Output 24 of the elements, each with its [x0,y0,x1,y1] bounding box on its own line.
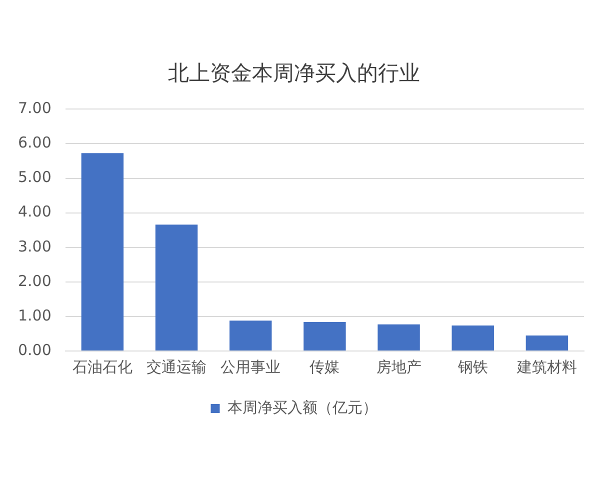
bar [81,153,124,350]
legend-label: 本周净买入额（亿元） [227,398,378,416]
x-tick-label: 钢铁 [456,358,488,376]
bar [452,325,494,350]
bar [304,322,346,350]
x-tick-label: 公用事业 [220,358,281,376]
x-tick-label: 交通运输 [146,358,207,376]
x-tick-label: 房地产 [376,358,422,376]
x-tick-label: 建筑材料 [516,358,577,376]
y-tick-label: 1.00 [18,306,52,324]
y-tick-label: 6.00 [18,134,52,152]
y-tick-label: 0.00 [18,340,52,359]
y-tick-label: 5.00 [18,168,52,186]
bar [378,324,420,350]
y-tick-label: 3.00 [18,237,52,256]
x-tick-label: 传媒 [310,358,340,376]
y-tick-label: 7.00 [18,99,52,118]
bar [155,224,198,350]
y-tick-label: 4.00 [18,202,52,221]
bar [526,335,568,350]
x-tick-label: 石油石化 [72,358,132,376]
y-tick-label: 2.00 [18,272,52,290]
bar [230,320,272,350]
chart-title: 北上资金本周净买入的行业 [168,61,420,86]
